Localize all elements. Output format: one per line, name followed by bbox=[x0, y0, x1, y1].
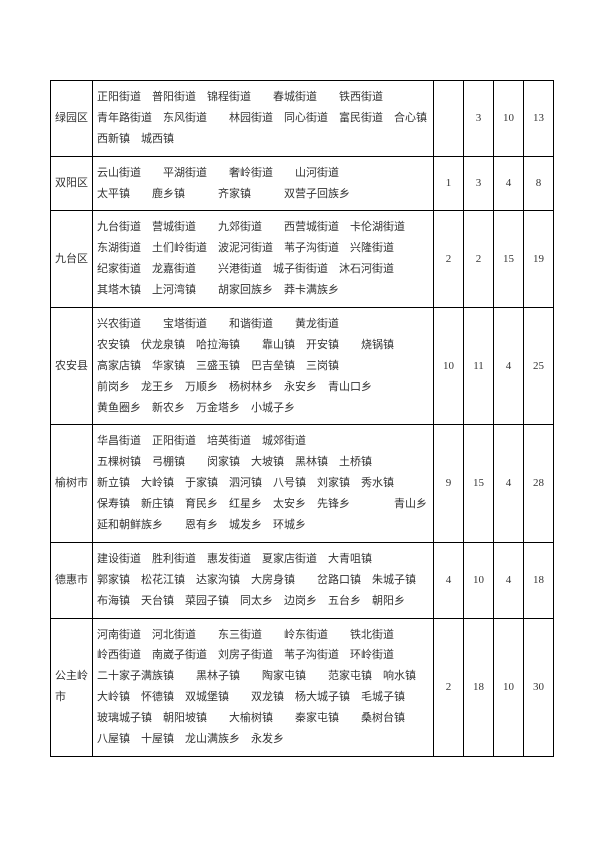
number-cell: 25 bbox=[524, 308, 554, 425]
number-cell: 10 bbox=[434, 308, 464, 425]
number-cell: 3 bbox=[464, 81, 494, 157]
number-cell: 1 bbox=[434, 156, 464, 211]
content-cell: 建设街道 胜利街道 惠发街道 夏家店街道 大青咀镇 郭家镇 松花江镇 达家沟镇 … bbox=[93, 542, 434, 618]
number-cell: 4 bbox=[494, 156, 524, 211]
number-cell: 19 bbox=[524, 211, 554, 308]
number-cell: 13 bbox=[524, 81, 554, 157]
number-cell: 2 bbox=[434, 211, 464, 308]
number-cell: 8 bbox=[524, 156, 554, 211]
number-cell bbox=[434, 81, 464, 157]
number-cell: 11 bbox=[464, 308, 494, 425]
district-table: 绿园区正阳街道 普阳街道 锦程街道 春城街道 铁西街道 青年路街道 东风街道 林… bbox=[50, 80, 554, 757]
number-cell: 28 bbox=[524, 425, 554, 542]
table-row: 农安县兴农街道 宝塔街道 和谐街道 黄龙街道 农安镇 伏龙泉镇 哈拉海镇 靠山镇… bbox=[51, 308, 554, 425]
content-cell: 兴农街道 宝塔街道 和谐街道 黄龙街道 农安镇 伏龙泉镇 哈拉海镇 靠山镇 开安… bbox=[93, 308, 434, 425]
number-cell: 18 bbox=[524, 542, 554, 618]
content-cell: 华昌街道 正阳街道 培英街道 城郊街道 五棵树镇 弓棚镇 闵家镇 大坡镇 黑林镇… bbox=[93, 425, 434, 542]
district-cell: 九台区 bbox=[51, 211, 93, 308]
table-row: 德惠市建设街道 胜利街道 惠发街道 夏家店街道 大青咀镇 郭家镇 松花江镇 达家… bbox=[51, 542, 554, 618]
number-cell: 3 bbox=[464, 156, 494, 211]
number-cell: 18 bbox=[464, 618, 494, 756]
district-cell: 德惠市 bbox=[51, 542, 93, 618]
content-cell: 正阳街道 普阳街道 锦程街道 春城街道 铁西街道 青年路街道 东风街道 林园街道… bbox=[93, 81, 434, 157]
content-cell: 九台街道 营城街道 九郊街道 西营城街道 卡伦湖街道 东湖街道 土们岭街道 波泥… bbox=[93, 211, 434, 308]
district-cell: 农安县 bbox=[51, 308, 93, 425]
number-cell: 15 bbox=[494, 211, 524, 308]
number-cell: 2 bbox=[434, 618, 464, 756]
number-cell: 4 bbox=[494, 308, 524, 425]
table-row: 公主岭市河南街道 河北街道 东三街道 岭东街道 铁北街道 岭西街道 南崴子街道 … bbox=[51, 618, 554, 756]
number-cell: 10 bbox=[494, 618, 524, 756]
number-cell: 10 bbox=[464, 542, 494, 618]
table-row: 绿园区正阳街道 普阳街道 锦程街道 春城街道 铁西街道 青年路街道 东风街道 林… bbox=[51, 81, 554, 157]
table-row: 双阳区云山街道 平湖街道 奢岭街道 山河街道 太平镇 鹿乡镇 齐家镇 双营子回族… bbox=[51, 156, 554, 211]
number-cell: 15 bbox=[464, 425, 494, 542]
number-cell: 4 bbox=[494, 425, 524, 542]
number-cell: 9 bbox=[434, 425, 464, 542]
content-cell: 河南街道 河北街道 东三街道 岭东街道 铁北街道 岭西街道 南崴子街道 刘房子街… bbox=[93, 618, 434, 756]
number-cell: 30 bbox=[524, 618, 554, 756]
table-row: 九台区九台街道 营城街道 九郊街道 西营城街道 卡伦湖街道 东湖街道 土们岭街道… bbox=[51, 211, 554, 308]
number-cell: 10 bbox=[494, 81, 524, 157]
number-cell: 4 bbox=[494, 542, 524, 618]
number-cell: 4 bbox=[434, 542, 464, 618]
district-cell: 双阳区 bbox=[51, 156, 93, 211]
district-cell: 公主岭市 bbox=[51, 618, 93, 756]
district-cell: 绿园区 bbox=[51, 81, 93, 157]
number-cell: 2 bbox=[464, 211, 494, 308]
table-row: 榆树市华昌街道 正阳街道 培英街道 城郊街道 五棵树镇 弓棚镇 闵家镇 大坡镇 … bbox=[51, 425, 554, 542]
content-cell: 云山街道 平湖街道 奢岭街道 山河街道 太平镇 鹿乡镇 齐家镇 双营子回族乡 bbox=[93, 156, 434, 211]
district-cell: 榆树市 bbox=[51, 425, 93, 542]
